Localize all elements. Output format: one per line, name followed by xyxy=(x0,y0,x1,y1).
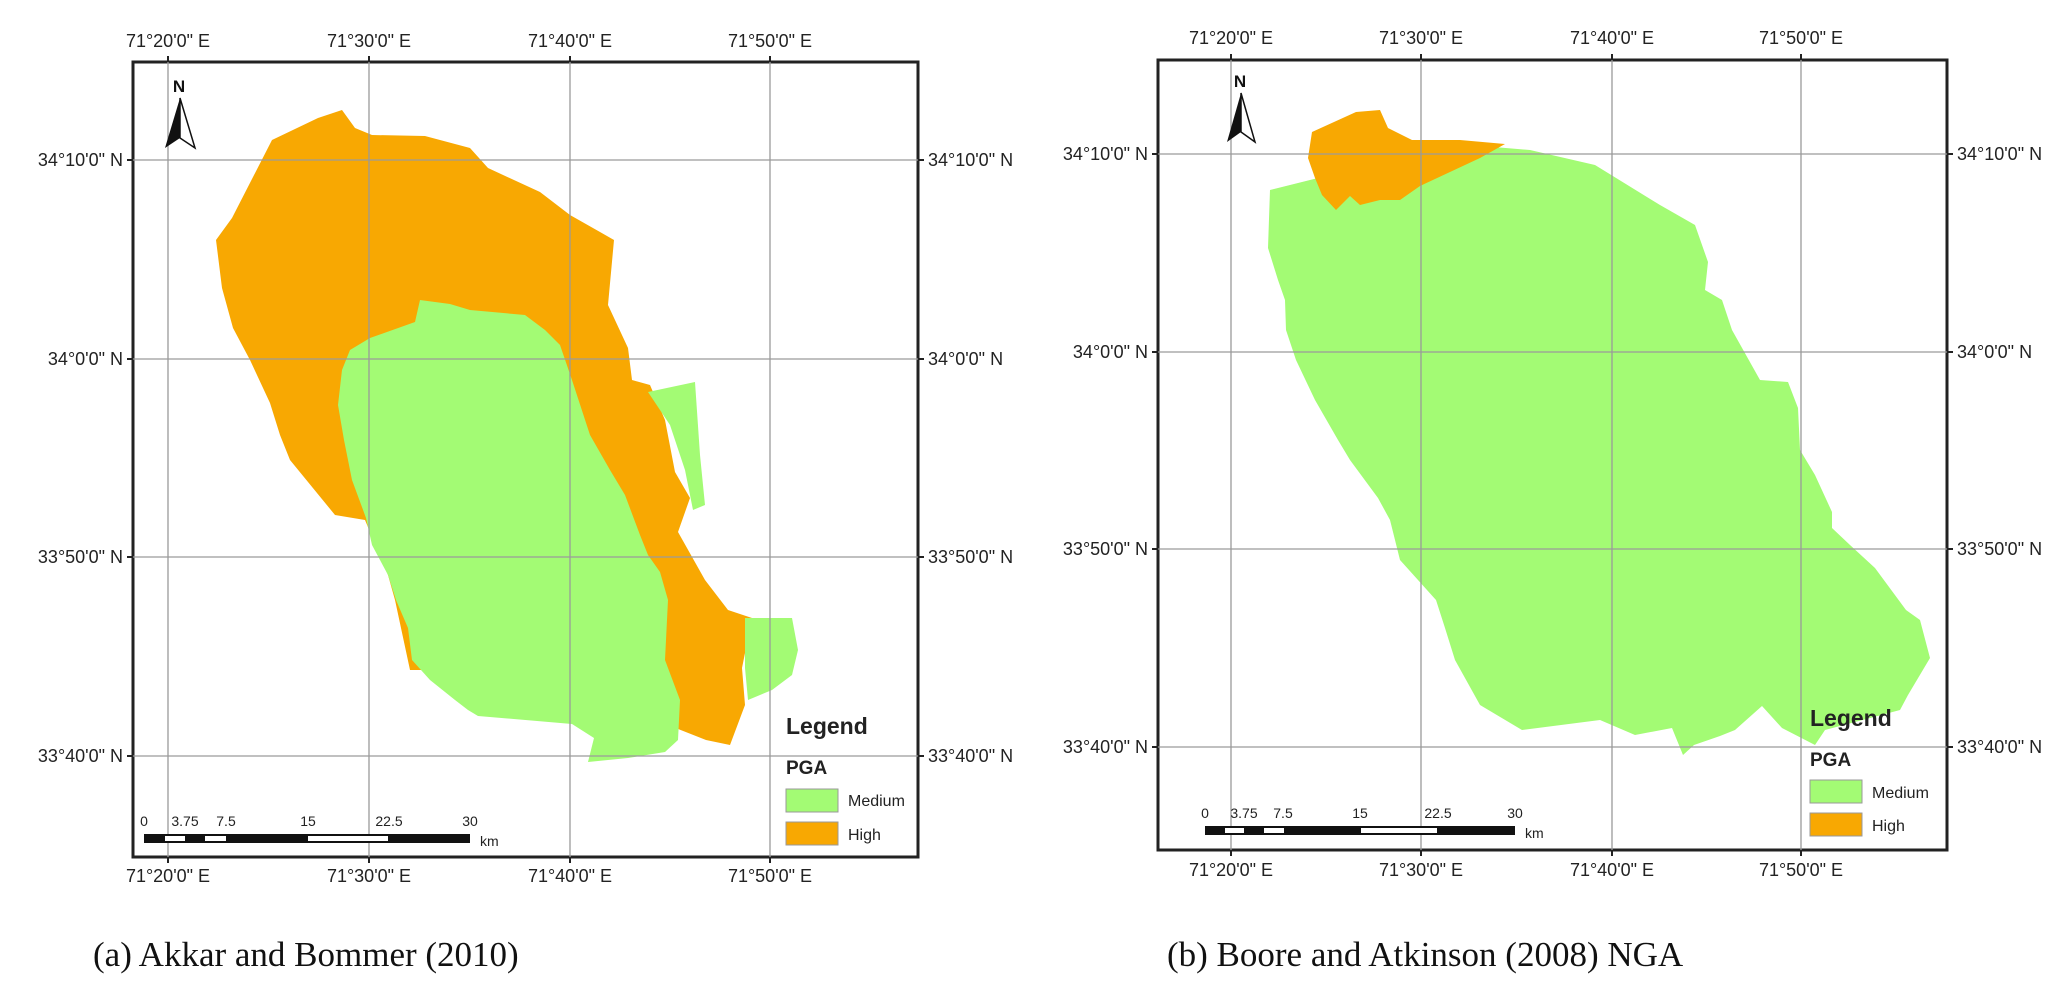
bottom-tick-label: 71°20'0" E xyxy=(126,866,210,886)
left-tick-label: 33°50'0" N xyxy=(1063,539,1148,559)
left-tick-label: 34°0'0" N xyxy=(48,349,123,369)
pga-medium-region xyxy=(1268,145,1930,755)
left-tick-label: 33°40'0" N xyxy=(1063,737,1148,757)
map-panel-a: 71°20'0" E 71°30'0" E 71°40'0" E 71°50'0… xyxy=(0,0,1034,992)
north-arrow-icon: N xyxy=(165,77,197,150)
right-tick-label: 34°10'0" N xyxy=(1957,144,2042,164)
legend-subtitle: PGA xyxy=(1810,750,1851,771)
bottom-tick-label: 71°30'0" E xyxy=(327,866,411,886)
left-tick-label: 34°0'0" N xyxy=(1073,342,1148,362)
left-tick-label: 34°10'0" N xyxy=(38,150,123,170)
scale-tick: 3.75 xyxy=(1230,805,1257,821)
top-tick-label: 71°20'0" E xyxy=(1189,28,1273,48)
right-tick-label: 34°10'0" N xyxy=(928,150,1013,170)
top-tick-label: 71°40'0" E xyxy=(528,31,612,51)
legend-swatch-medium xyxy=(785,788,839,813)
legend: Legend PGA Medium High xyxy=(785,713,905,846)
top-tick-label: 71°50'0" E xyxy=(728,31,812,51)
map-b-canvas: 71°20'0" E 71°30'0" E 71°40'0" E 71°50'0… xyxy=(1063,28,2042,880)
legend-swatch-high xyxy=(1809,812,1863,837)
scale-tick: 3.75 xyxy=(171,813,198,829)
scale-unit: km xyxy=(480,833,499,849)
left-tick-label: 33°50'0" N xyxy=(38,547,123,567)
figure-caption: (b) Boore and Atkinson (2008) NGA xyxy=(1167,935,1684,974)
right-tick-label: 33°40'0" N xyxy=(1957,737,2042,757)
bottom-tick-label: 71°50'0" E xyxy=(1759,860,1843,880)
scale-bar: 0 3.75 7.5 15 22.5 30 km xyxy=(1201,805,1544,841)
scale-tick: 15 xyxy=(1352,805,1368,821)
top-tick-label: 71°30'0" E xyxy=(327,31,411,51)
scale-tick: 22.5 xyxy=(375,813,402,829)
legend-item-medium: Medium xyxy=(1872,785,1929,802)
legend-title: Legend xyxy=(786,713,868,739)
bottom-tick-label: 71°20'0" E xyxy=(1189,860,1273,880)
right-tick-label: 34°0'0" N xyxy=(1957,342,2032,362)
legend-swatch-high xyxy=(785,821,839,846)
right-tick-label: 34°0'0" N xyxy=(928,349,1003,369)
legend-subtitle: PGA xyxy=(786,758,827,779)
bottom-tick-label: 71°50'0" E xyxy=(728,866,812,886)
north-arrow-icon: N xyxy=(1227,72,1257,144)
figure-caption: (a) Akkar and Bommer (2010) xyxy=(93,935,519,974)
left-tick-label: 34°10'0" N xyxy=(1063,144,1148,164)
graticule xyxy=(133,62,918,857)
scale-tick: 15 xyxy=(300,813,316,829)
pga-medium-region xyxy=(338,300,680,762)
bottom-tick-label: 71°40'0" E xyxy=(528,866,612,886)
legend-item-high: High xyxy=(1872,818,1905,835)
scale-tick: 30 xyxy=(462,813,478,829)
top-tick-label: 71°40'0" E xyxy=(1570,28,1654,48)
graticule xyxy=(1158,60,1947,850)
legend-title: Legend xyxy=(1810,705,1892,731)
legend-swatch-medium xyxy=(1809,779,1863,804)
pga-medium-region-east xyxy=(648,382,705,510)
scale-bar: 0 3.75 7.5 15 22.5 30 km xyxy=(140,813,499,849)
right-tick-label: 33°50'0" N xyxy=(1957,539,2042,559)
map-a-canvas: 71°20'0" E 71°30'0" E 71°40'0" E 71°50'0… xyxy=(38,31,1013,886)
bottom-tick-label: 71°40'0" E xyxy=(1570,860,1654,880)
scale-tick: 0 xyxy=(1201,805,1209,821)
right-tick-label: 33°40'0" N xyxy=(928,746,1013,766)
bottom-tick-label: 71°30'0" E xyxy=(1379,860,1463,880)
top-tick-label: 71°20'0" E xyxy=(126,31,210,51)
left-tick-label: 33°40'0" N xyxy=(38,746,123,766)
top-tick-label: 71°50'0" E xyxy=(1759,28,1843,48)
scale-tick: 7.5 xyxy=(1273,805,1293,821)
scale-unit: km xyxy=(1525,825,1544,841)
svg-text:N: N xyxy=(173,77,185,96)
scale-tick: 22.5 xyxy=(1424,805,1451,821)
right-tick-label: 33°50'0" N xyxy=(928,547,1013,567)
pga-medium-region-southeast xyxy=(745,618,798,700)
scale-tick: 0 xyxy=(140,813,148,829)
legend: Legend PGA Medium High xyxy=(1809,705,1929,837)
svg-text:N: N xyxy=(1234,72,1246,91)
pga-high-region xyxy=(1308,110,1505,210)
map-panel-b: 71°20'0" E 71°30'0" E 71°40'0" E 71°50'0… xyxy=(1060,0,2067,992)
scale-tick: 30 xyxy=(1507,805,1523,821)
legend-item-medium: Medium xyxy=(848,793,905,810)
top-tick-label: 71°30'0" E xyxy=(1379,28,1463,48)
scale-tick: 7.5 xyxy=(216,813,236,829)
legend-item-high: High xyxy=(848,827,881,844)
